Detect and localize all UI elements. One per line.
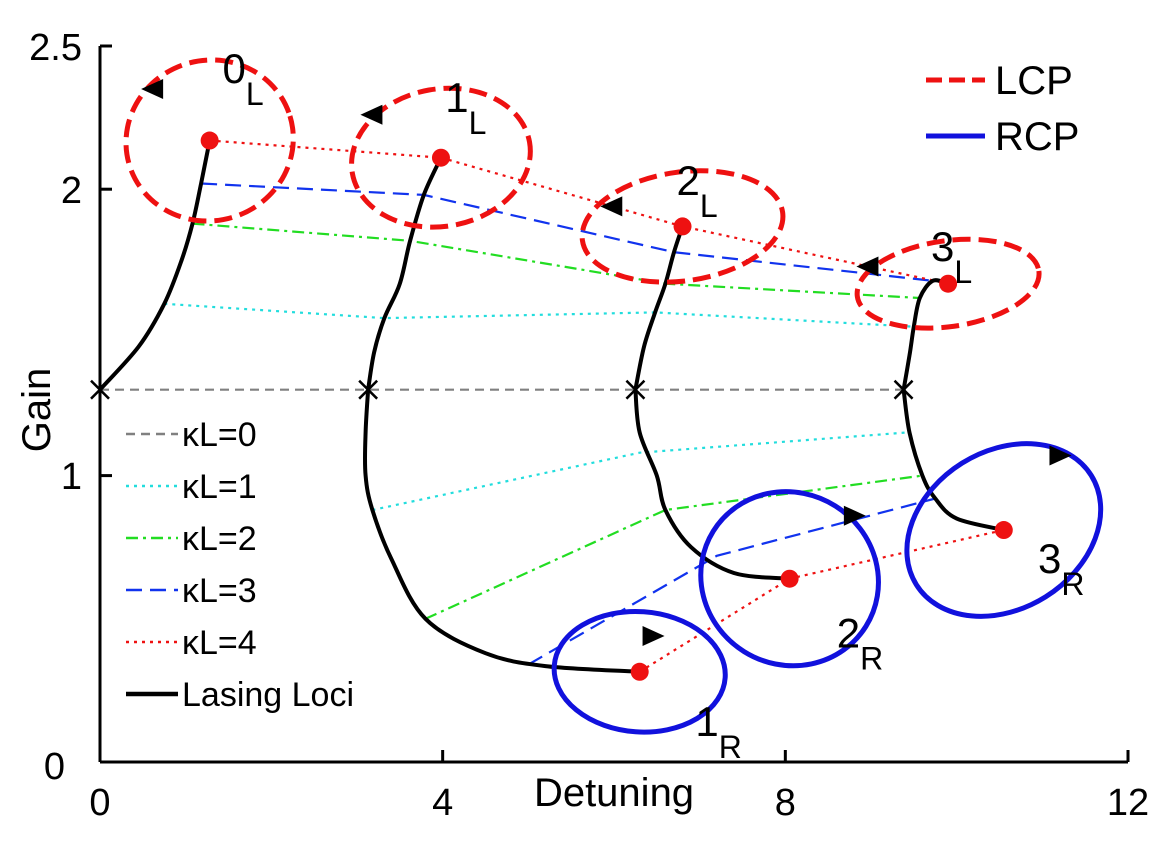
kappa-curve-3-3 xyxy=(201,182,933,282)
mode-label-2L: 2L xyxy=(677,157,718,224)
crossing-marker-1 xyxy=(358,379,379,400)
lasing-locus-6 xyxy=(901,389,1005,532)
crossing-marker-0 xyxy=(90,379,110,400)
mode-labels-group: 0L 1L 2L 3L 1R 2R 3R xyxy=(223,45,1085,765)
y-axis-label: Gain xyxy=(15,368,59,453)
kappa-curve-4-4 xyxy=(209,139,949,285)
mode-label-0L: 0L xyxy=(223,45,264,112)
y-tick-label-3: 2.5 xyxy=(29,27,82,69)
lasing-endpoint-5 xyxy=(780,569,799,588)
polarization-ellipse-rcp-6 xyxy=(904,441,1104,619)
lasing-loci-group xyxy=(98,140,1005,674)
legend-label-0: κL=0 xyxy=(182,416,257,454)
rotation-arrowhead-4 xyxy=(642,625,665,646)
mode-label-2R: 2R xyxy=(837,609,883,676)
legend-label-3: κL=3 xyxy=(182,572,257,610)
kappa-curve-2-6 xyxy=(425,474,923,620)
lasing-endpoint-4 xyxy=(630,662,649,681)
mode-label-3R: 3R xyxy=(1038,535,1084,602)
polarization-ellipses-group xyxy=(123,57,1104,735)
x-tick-label-3: 12 xyxy=(1107,782,1149,824)
kappa-curve-3-7 xyxy=(527,497,936,666)
polarization-ellipse-lcp-3 xyxy=(854,236,1042,331)
lasing-locus-1 xyxy=(366,156,443,391)
polarization-ellipse-lcp-2 xyxy=(579,168,786,285)
rotation-arrowhead-6 xyxy=(1049,445,1072,466)
rotation-arrowhead-3 xyxy=(856,256,879,277)
mode-label-1R: 1R xyxy=(695,698,741,765)
legend-label-4: κL=4 xyxy=(182,624,257,662)
mode-label-1L: 1L xyxy=(445,74,486,141)
x-tick-label-1: 4 xyxy=(432,782,453,824)
lasing-endpoint-1 xyxy=(431,148,450,167)
markers-group xyxy=(90,131,1013,681)
lasing-locus-3 xyxy=(901,278,949,391)
legend-main-label-lcp: LCP xyxy=(995,59,1073,103)
lasing-endpoint-3 xyxy=(939,274,958,293)
polarization-ellipse-rcp-5 xyxy=(698,489,881,669)
crossing-marker-3 xyxy=(893,379,914,400)
legend-group: LCP RCP κL=0 κL=1 κL=2 κL=3 κL=4 Lasing Loci xyxy=(126,59,1079,714)
x-axis-label: Detuning xyxy=(534,771,694,815)
legend-label-1: κL=1 xyxy=(182,468,257,506)
mode-label-3L: 3L xyxy=(931,223,972,290)
lasing-locus-4 xyxy=(362,389,640,674)
y-tick-label-2: 2 xyxy=(61,170,82,212)
lasing-locus-2 xyxy=(633,225,685,391)
kappa-curve-1-1 xyxy=(164,302,914,328)
x-tick-label-0: 0 xyxy=(89,782,110,824)
kappa-curve-2-2 xyxy=(192,222,920,300)
rotation-arrowhead-5 xyxy=(843,505,866,526)
kappa-curve-1-5 xyxy=(372,431,906,512)
lasing-endpoint-2 xyxy=(673,217,692,236)
y-tick-label-1: 1 xyxy=(61,456,82,498)
lasing-locus-5 xyxy=(633,389,790,581)
crossing-marker-2 xyxy=(625,379,646,400)
polarization-ellipse-lcp-1 xyxy=(349,85,533,230)
rotation-arrowhead-1 xyxy=(360,104,383,125)
lasing-locus-0 xyxy=(98,140,212,392)
rotation-arrowhead-2 xyxy=(600,196,623,217)
rotation-arrowhead-0 xyxy=(141,78,164,99)
polarization-ellipse-rcp-4 xyxy=(551,608,728,735)
lasing-endpoint-0 xyxy=(200,131,219,150)
x-tick-label-2: 8 xyxy=(775,782,796,824)
lasing-endpoint-6 xyxy=(994,521,1013,540)
legend-label-2: κL=2 xyxy=(182,520,257,558)
y-tick-label-0: 0 xyxy=(44,746,65,788)
polarization-ellipse-lcp-0 xyxy=(123,57,296,224)
legend-main-label-rcp: RCP xyxy=(995,115,1079,159)
legend-label-5: Lasing Loci xyxy=(182,676,354,714)
